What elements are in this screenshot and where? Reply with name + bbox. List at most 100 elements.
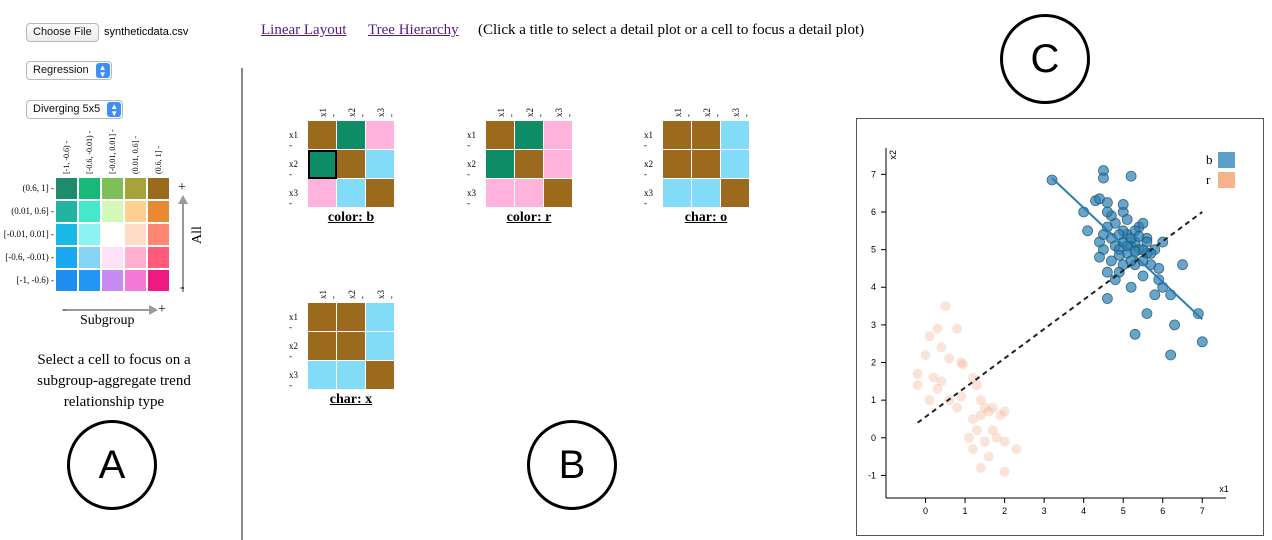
legend-x-plus: +	[158, 302, 166, 317]
scatter-point-r	[979, 402, 990, 413]
matrix-cell[interactable]	[366, 303, 395, 332]
matrix-title[interactable]: color: r	[506, 210, 552, 225]
matrix-cell[interactable]	[663, 179, 692, 208]
matrix-cell[interactable]	[366, 361, 395, 390]
matrix-cell[interactable]	[337, 303, 366, 332]
tree-hierarchy-link[interactable]: Tree Hierarchy	[368, 22, 459, 38]
legend-cell[interactable]	[148, 201, 170, 223]
b-fit-line	[1051, 177, 1203, 320]
matrix-cell[interactable]	[544, 179, 573, 208]
legend-cell[interactable]	[56, 201, 78, 223]
scatter-point-b	[1133, 231, 1145, 242]
choose-file-button[interactable]: Choose File	[26, 23, 99, 42]
matrix-cell[interactable]	[721, 150, 750, 179]
matrix-cell[interactable]	[366, 121, 395, 150]
plot-legend-swatch	[1218, 152, 1235, 168]
linear-layout-link[interactable]: Linear Layout	[261, 22, 347, 38]
legend-y-minus: -	[180, 280, 185, 295]
model-select[interactable]: Regression ▲ ▼	[26, 61, 112, 80]
legend-cell[interactable]	[56, 270, 78, 292]
legend-cell[interactable]	[102, 224, 124, 246]
scatter-point-b	[1196, 336, 1208, 348]
legend-cell[interactable]	[102, 270, 124, 292]
legend-cell[interactable]	[79, 178, 101, 200]
matrix-col-label: x2 -	[347, 290, 367, 299]
matrix-row-label: x3 -	[467, 188, 476, 208]
aggregate-fit-line	[917, 211, 1203, 424]
scatter-point-b	[1098, 229, 1109, 240]
legend-cell[interactable]	[79, 201, 101, 223]
matrix-cell[interactable]	[692, 121, 721, 150]
matrix-cell[interactable]	[308, 303, 337, 332]
legend-cell[interactable]	[125, 201, 147, 223]
matrix-cell[interactable]	[486, 150, 515, 179]
matrix-cell[interactable]	[337, 179, 366, 208]
matrix-cell[interactable]	[308, 121, 337, 150]
matrix-cell[interactable]	[544, 121, 573, 150]
legend-cell[interactable]	[125, 270, 147, 292]
matrix-cell[interactable]	[337, 361, 366, 390]
matrix-cell[interactable]	[663, 121, 692, 150]
legend-cell[interactable]	[79, 270, 101, 292]
matrix-cell[interactable]	[366, 150, 395, 179]
matrix-cell[interactable]	[308, 361, 337, 390]
legend-cell[interactable]	[102, 247, 124, 269]
scatter-point-b	[1141, 236, 1153, 248]
scatter-point-r	[987, 425, 998, 436]
matrix-cell[interactable]	[486, 121, 515, 150]
legend-cell[interactable]	[56, 247, 78, 269]
matrix-cell[interactable]	[544, 150, 573, 179]
matrix-cell[interactable]	[515, 150, 544, 179]
matrix-title[interactable]: color: b	[327, 210, 375, 225]
matrix-title[interactable]: char: o	[684, 210, 728, 225]
scatter-point-b	[1192, 308, 1204, 319]
matrix-cell[interactable]	[515, 179, 544, 208]
legend-cell[interactable]	[125, 224, 147, 246]
legend-cell[interactable]	[148, 270, 170, 292]
matrix-cell[interactable]	[308, 179, 337, 208]
matrix-cell[interactable]	[663, 150, 692, 179]
legend-cell[interactable]	[79, 247, 101, 269]
scatter-point-b	[1117, 199, 1129, 210]
legend-cell[interactable]	[56, 224, 78, 246]
legend-cell[interactable]	[148, 224, 170, 246]
matrix-row-label: x1 -	[289, 312, 298, 332]
scatter-point-r	[956, 391, 967, 402]
legend-cell[interactable]	[56, 178, 78, 200]
y-tick-label: 5	[871, 245, 876, 255]
legend-cell[interactable]	[102, 178, 124, 200]
legend-row-label: [-0.01, 0.01] -	[3, 229, 54, 239]
scatter-point-b	[1121, 240, 1133, 252]
matrix-cell[interactable]	[721, 179, 750, 208]
palette-select[interactable]: Diverging 5x5 ▲ ▼	[26, 100, 124, 119]
matrix-col-label: x2 -	[347, 108, 367, 117]
x-tick-label: 6	[1160, 506, 1165, 516]
matrix-cell[interactable]	[486, 179, 515, 208]
matrix-cell[interactable]	[366, 332, 395, 361]
matrix-cell[interactable]	[692, 150, 721, 179]
scatter-point-b	[1129, 328, 1141, 340]
detail-scatter-plot[interactable]: 0 1 2 3 4 5 6 7 -1 0 1 2 3 4 5 6 7 x1 x2 br	[856, 118, 1264, 536]
matrix-cell[interactable]	[337, 121, 366, 150]
matrix-cell[interactable]	[337, 150, 366, 179]
matrix-cell[interactable]	[308, 332, 337, 361]
legend-cell[interactable]	[79, 224, 101, 246]
legend-cell[interactable]	[125, 178, 147, 200]
matrix-cell[interactable]	[721, 121, 750, 150]
matrix-cell[interactable]	[692, 179, 721, 208]
scatter-point-r	[983, 451, 994, 462]
matrix-cell[interactable]	[515, 121, 544, 150]
y-tick-label: 0	[871, 433, 876, 443]
matrix-col-label: x3 -	[554, 108, 574, 117]
legend-cell[interactable]	[102, 201, 124, 223]
legend-cell[interactable]	[125, 247, 147, 269]
legend-cell[interactable]	[148, 178, 170, 200]
legend-row-label: (0.6, 1] -	[22, 183, 55, 193]
legend-cell[interactable]	[148, 247, 170, 269]
matrix-title[interactable]: char: x	[329, 392, 373, 407]
matrix-cell[interactable]	[366, 179, 395, 208]
matrix-cell[interactable]	[308, 150, 337, 179]
scatter-point-r	[958, 359, 969, 370]
scatter-point-r	[975, 462, 986, 473]
matrix-cell[interactable]	[337, 332, 366, 361]
